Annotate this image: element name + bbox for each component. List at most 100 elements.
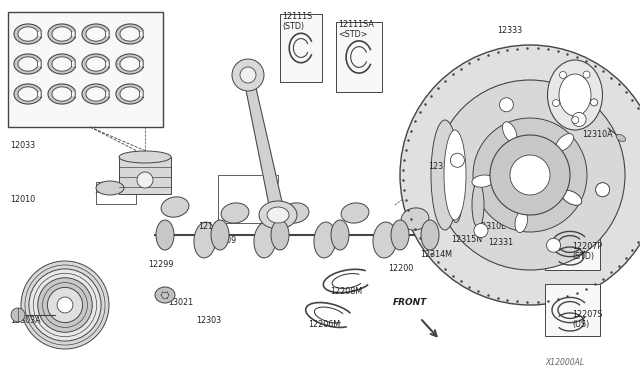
Polygon shape (116, 84, 143, 104)
Ellipse shape (562, 190, 582, 205)
Polygon shape (82, 54, 109, 74)
Ellipse shape (391, 220, 409, 250)
Text: 12100: 12100 (198, 222, 223, 231)
Text: 12314M: 12314M (420, 250, 452, 259)
Polygon shape (243, 75, 285, 215)
Circle shape (572, 112, 586, 126)
Ellipse shape (156, 220, 174, 250)
Text: 12010: 12010 (10, 195, 35, 204)
Circle shape (232, 59, 264, 91)
Ellipse shape (155, 287, 175, 303)
Text: 12111SA
<STD>: 12111SA <STD> (338, 20, 374, 39)
Circle shape (473, 118, 587, 232)
Circle shape (490, 135, 570, 215)
Ellipse shape (259, 201, 297, 229)
Circle shape (400, 45, 640, 305)
Circle shape (435, 80, 625, 270)
Circle shape (474, 224, 488, 238)
Bar (119, 157, 171, 194)
Text: 12310A: 12310A (582, 130, 612, 139)
Circle shape (596, 183, 610, 197)
Polygon shape (82, 84, 109, 104)
Text: 12303: 12303 (196, 316, 221, 325)
Ellipse shape (472, 175, 494, 187)
Polygon shape (48, 24, 75, 44)
Ellipse shape (314, 222, 336, 258)
Polygon shape (14, 24, 41, 44)
Text: 13021: 13021 (168, 298, 193, 307)
Polygon shape (14, 54, 41, 74)
Polygon shape (116, 24, 143, 44)
Ellipse shape (431, 120, 459, 230)
Ellipse shape (450, 177, 462, 222)
Circle shape (499, 98, 513, 112)
Ellipse shape (472, 183, 484, 228)
Text: 12333: 12333 (497, 26, 522, 35)
Ellipse shape (221, 203, 249, 223)
Text: 12315N: 12315N (451, 235, 482, 244)
Circle shape (240, 67, 256, 83)
Text: 12109: 12109 (211, 236, 236, 245)
Ellipse shape (616, 134, 625, 142)
Text: 12207S
(US): 12207S (US) (572, 310, 602, 329)
Bar (96, 182, 136, 204)
Ellipse shape (281, 203, 309, 223)
Polygon shape (48, 84, 75, 104)
Circle shape (57, 297, 73, 313)
Ellipse shape (211, 220, 229, 250)
Text: 12331: 12331 (488, 238, 513, 247)
Ellipse shape (119, 151, 171, 163)
Ellipse shape (515, 211, 527, 232)
Text: 12033: 12033 (10, 141, 35, 150)
Circle shape (596, 183, 610, 197)
Polygon shape (14, 84, 41, 104)
Polygon shape (48, 54, 75, 74)
Ellipse shape (96, 181, 124, 195)
Text: 12310E: 12310E (476, 222, 506, 231)
Circle shape (547, 238, 561, 252)
Text: 12330: 12330 (428, 162, 453, 171)
Circle shape (451, 153, 465, 167)
Circle shape (38, 278, 92, 332)
Circle shape (559, 71, 566, 78)
Circle shape (591, 99, 598, 106)
Ellipse shape (444, 130, 466, 220)
Ellipse shape (271, 220, 289, 250)
Circle shape (583, 71, 590, 78)
Text: 12299: 12299 (148, 260, 173, 269)
Ellipse shape (254, 222, 276, 258)
Circle shape (591, 99, 598, 106)
Circle shape (137, 172, 153, 188)
Bar (545, 218, 600, 270)
Polygon shape (82, 24, 109, 44)
Text: 12200: 12200 (388, 264, 413, 273)
Ellipse shape (401, 208, 429, 230)
Ellipse shape (421, 220, 439, 250)
Ellipse shape (559, 74, 591, 116)
Ellipse shape (331, 220, 349, 250)
Ellipse shape (267, 207, 289, 223)
Text: 12206M: 12206M (308, 320, 340, 329)
Circle shape (21, 261, 109, 349)
Circle shape (11, 308, 25, 322)
Circle shape (510, 155, 550, 195)
Ellipse shape (373, 222, 397, 258)
Ellipse shape (562, 190, 582, 205)
Text: 12111S
(STD): 12111S (STD) (282, 12, 312, 31)
Text: 12303A: 12303A (10, 316, 40, 325)
Circle shape (47, 288, 83, 323)
Polygon shape (116, 54, 143, 74)
Bar (545, 284, 600, 336)
Text: 12207P
(STD): 12207P (STD) (572, 242, 602, 262)
Bar (8, 12, 163, 127)
Text: X12000AL: X12000AL (545, 358, 584, 367)
Ellipse shape (161, 197, 189, 217)
Ellipse shape (556, 134, 573, 151)
Ellipse shape (547, 60, 602, 130)
Circle shape (29, 269, 101, 341)
Bar (218, 175, 278, 223)
Circle shape (572, 116, 579, 124)
Ellipse shape (194, 222, 216, 258)
Bar (336, 22, 382, 92)
Text: 12208M: 12208M (330, 287, 362, 296)
